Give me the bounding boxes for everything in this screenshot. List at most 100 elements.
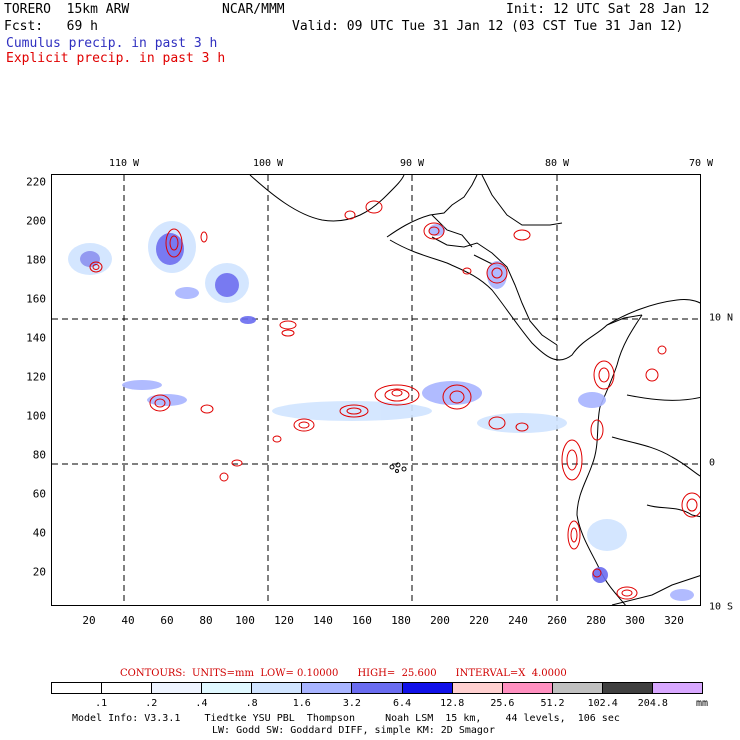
y-tick-label: 180 [26,253,46,267]
contour [279,320,297,330]
contour [339,404,369,418]
colorbar-label: 1.6 [292,698,311,709]
precip-area [587,519,627,551]
contour [346,407,362,415]
island [401,466,407,472]
contour [298,421,310,429]
coastline [481,175,563,226]
colorbar-swatch [352,683,403,693]
contour [681,492,700,518]
precip-area [156,233,184,265]
precip-area [592,567,608,583]
contour [462,267,472,275]
contour [281,329,295,337]
precip-area [175,287,199,299]
contour [219,472,229,482]
colorbar-swatch [652,683,703,693]
x-tick-label: 20 [82,614,96,627]
colorbar-swatch [502,683,553,693]
precip-area [147,394,187,406]
contour [89,261,103,273]
colorbar-label: .4 [195,698,208,709]
contour [165,228,183,258]
lon-label: 80 W [544,158,570,169]
precip-area [578,392,606,408]
x-tick-label: 280 [586,614,606,627]
lat-label: 10 S [709,601,734,613]
border [611,436,700,477]
map-frame [51,174,701,606]
valid-time: Valid: 09 UTC Tue 31 Jan 12 (03 CST Tue … [292,19,684,34]
lat-label: 0 [709,457,716,469]
x-tick-label: 120 [274,614,294,627]
x-tick-label: 300 [625,614,645,627]
contour [598,367,610,383]
lon-label: 70 W [688,158,714,169]
contour [486,262,508,284]
contour [567,520,581,550]
precip-area [215,273,239,297]
contour [92,264,100,270]
border [626,394,700,401]
lon-label: 110 W [108,158,140,169]
colorbar-label: .1 [95,698,108,709]
center-label: NCAR/MMM [222,2,285,17]
precip-area [670,589,694,601]
x-tick-label: 60 [160,614,174,627]
colorbar-label: 6.4 [393,698,412,709]
colorbar-swatch [452,683,503,693]
y-tick-label: 100 [26,409,46,423]
contour [442,384,472,410]
island [389,464,395,470]
x-tick-label: 80 [199,614,213,627]
colorbar-swatch [202,683,253,693]
y-tick-label: 20 [32,565,46,579]
contours-info: CONTOURS: UNITS=mm LOW= 0.10000 HIGH= 25… [120,668,567,679]
grid-lines [52,175,700,605]
contour [657,345,667,355]
y-tick-label: 60 [32,487,46,501]
y-tick-label: 200 [26,214,46,228]
cumulus-precip [68,221,694,601]
contour [513,229,531,241]
contour [428,226,440,236]
colorbar-label: 51.2 [540,698,565,709]
precip-area [122,380,162,390]
colorbar-label: .8 [245,698,258,709]
y-tick-label: 160 [26,292,46,306]
colorbar-label: 12.8 [440,698,465,709]
x-tick-label: 320 [664,614,684,627]
contour [645,368,659,382]
contour [365,200,383,214]
y-tick-label: 220 [26,175,46,189]
contour [570,527,578,543]
contour [449,390,465,404]
colorbar-swatch [402,683,453,693]
contour [616,586,638,600]
contour [592,568,602,578]
coastline [249,175,405,222]
x-tick-label: 100 [235,614,255,627]
x-tick-label: 260 [547,614,567,627]
y-tick-label: 40 [32,526,46,540]
contour [374,384,420,406]
lon-label: 100 W [252,158,284,169]
y-tick-label: 120 [26,370,46,384]
colorbar-swatch [602,683,653,693]
init-time: Init: 12 UTC Sat 28 Jan 12 [506,2,710,17]
lat-label: 10 N [709,312,734,324]
colorbar-label: 3.2 [342,698,361,709]
colorbar-label: 25.6 [490,698,515,709]
model-title: TORERO 15km ARW [4,2,130,17]
x-tick-label: 200 [430,614,450,627]
contour [391,389,403,397]
colorbar-label: 102.4 [587,698,618,709]
contour [293,418,315,432]
coastline [386,175,478,238]
contour [231,459,243,467]
coastline [606,299,700,326]
contour [169,235,179,251]
explicit-legend: Explicit precip. in past 3 h [6,51,226,66]
colorbar-unit: mm [696,698,709,709]
contour [686,498,698,512]
